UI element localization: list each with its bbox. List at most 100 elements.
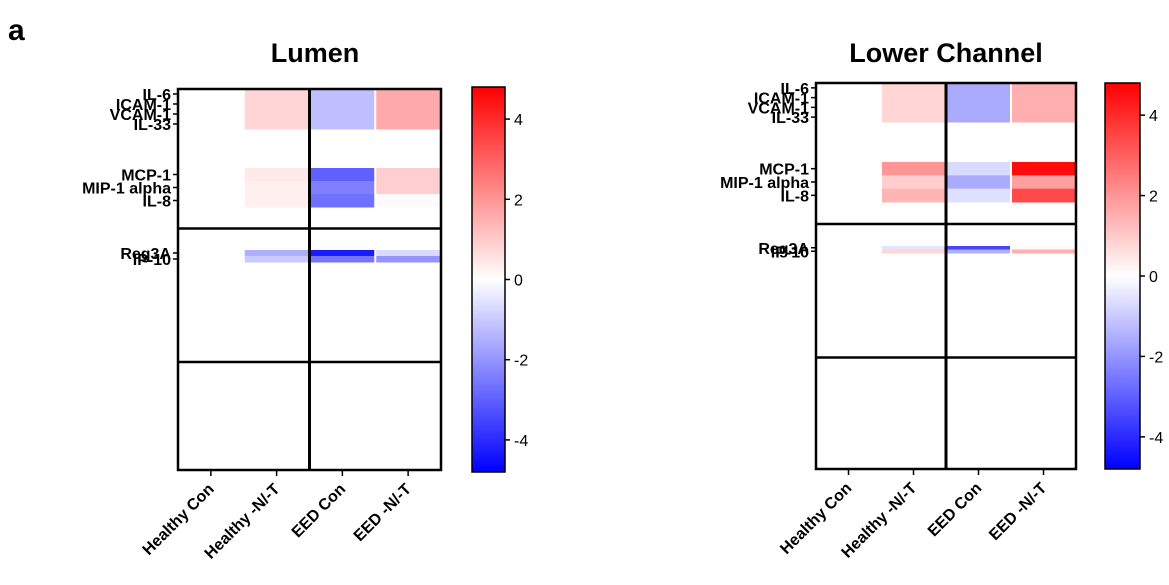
heatmap-cell <box>881 188 947 203</box>
heatmap-cell <box>243 181 310 195</box>
panel-label: a <box>8 14 25 47</box>
heatmap-cell <box>1011 246 1077 250</box>
heatmap-cell <box>1011 249 1077 254</box>
heatmap-cell <box>881 249 947 254</box>
row-label: IL-8 <box>781 188 810 205</box>
heatmap-cell <box>243 109 310 120</box>
colorbar-tick-label: -2 <box>514 353 528 370</box>
heatmap-cell <box>1011 92 1077 103</box>
colorbar-tick-label: -2 <box>1149 349 1163 366</box>
colorbar-tick-label: 0 <box>514 273 523 290</box>
heatmap-cell <box>1011 112 1077 123</box>
column-label: EED Con <box>925 480 985 540</box>
heatmap-cell <box>243 194 310 208</box>
heatmap-cell <box>881 112 947 123</box>
row-label: VCAM-1 <box>110 107 171 124</box>
heatmap-cell <box>243 168 310 182</box>
colorbar-tick-label: 2 <box>514 192 523 209</box>
heatmap-cell <box>178 250 245 257</box>
chart-title: Lumen <box>271 38 360 68</box>
row-label: IL-33 <box>772 110 809 127</box>
heatmap-cell <box>946 246 1012 250</box>
heatmap-cell <box>946 102 1012 113</box>
heatmap-cell <box>178 109 245 120</box>
row-label: MIP-1 alpha <box>720 175 809 192</box>
heatmap-cell <box>816 249 882 254</box>
heatmap-cell <box>309 250 376 257</box>
heatmap-cell <box>816 162 882 176</box>
heatmap-cell <box>375 99 442 110</box>
row-label: IL-8 <box>143 194 172 211</box>
colorbar-tick-label: -4 <box>514 433 528 450</box>
heatmap-cell <box>881 92 947 103</box>
heatmap-cell <box>946 92 1012 103</box>
heatmap-cell <box>309 256 376 263</box>
colorbar-tick-label: 2 <box>1149 189 1158 206</box>
heatmap-cell <box>178 168 245 182</box>
heatmap-cell <box>309 168 376 182</box>
colorbar-tick-label: 4 <box>514 112 523 129</box>
heatmap-cell <box>1011 188 1077 203</box>
heatmap-cell <box>178 181 245 195</box>
heatmap-cell <box>816 175 882 190</box>
column-label: EED -N/-T <box>986 480 1050 544</box>
heatmap-cell <box>881 246 947 250</box>
heatmap-cell <box>375 250 442 257</box>
heatmap-cell <box>375 168 442 182</box>
heatmap-cell <box>309 181 376 195</box>
heatmap-cell <box>881 83 947 94</box>
heatmap-cell <box>375 256 442 263</box>
heatmap-cell <box>946 175 1012 190</box>
row-label: Reg3A <box>120 246 171 263</box>
heatmap-cell <box>309 194 376 208</box>
row-label: IP-10 <box>133 252 171 269</box>
colorbar-tick-label: 4 <box>1149 108 1158 125</box>
column-gap <box>374 89 377 470</box>
row-label: IP-10 <box>771 244 809 261</box>
column-gap <box>242 89 245 470</box>
column-gap <box>880 83 882 469</box>
row-label: VCAM-1 <box>748 100 809 117</box>
heatmap-cell <box>375 119 442 130</box>
heatmap-cell <box>946 112 1012 123</box>
heatmap-cell <box>1011 162 1077 176</box>
heatmap-cell <box>309 109 376 120</box>
chart-title: Lower Channel <box>849 38 1043 68</box>
heatmap-cell <box>178 256 245 263</box>
heatmap-cell <box>816 102 882 113</box>
colorbar-tick-label: 0 <box>1149 269 1158 286</box>
heatmap-cell <box>178 89 245 100</box>
row-label: Reg3A <box>758 241 809 258</box>
heatmap-cell <box>946 162 1012 176</box>
row-label: IL-6 <box>781 81 810 98</box>
heatmap-cell <box>816 83 882 94</box>
column-label: EED Con <box>289 481 349 541</box>
row-label: MCP-1 <box>121 168 171 185</box>
heatmap-cell <box>178 99 245 110</box>
heatmap-cell <box>881 102 947 113</box>
heatmap-cell <box>309 99 376 110</box>
heatmap-cell <box>243 99 310 110</box>
heatmap-cell <box>816 92 882 103</box>
heatmap-cell <box>881 175 947 190</box>
heatmap-cell <box>178 194 245 208</box>
row-label: ICAM-1 <box>116 97 171 114</box>
heatmap-cell <box>375 194 442 208</box>
heatmap-cell <box>1011 102 1077 113</box>
heatmap-cell <box>946 249 1012 254</box>
heatmap-cell <box>375 89 442 100</box>
colorbar-tick-label: -4 <box>1149 430 1163 447</box>
heatmap-cell <box>816 112 882 123</box>
row-label: IL-33 <box>134 117 171 134</box>
heatmap-cell <box>816 188 882 203</box>
heatmap-cell <box>881 162 947 176</box>
heatmap-cell <box>946 83 1012 94</box>
column-label: EED -N/-T <box>351 481 415 545</box>
heatmap-cell <box>946 188 1012 203</box>
heatmap-cell <box>1011 83 1077 94</box>
heatmap-cell <box>243 89 310 100</box>
colorbar <box>1104 82 1141 470</box>
